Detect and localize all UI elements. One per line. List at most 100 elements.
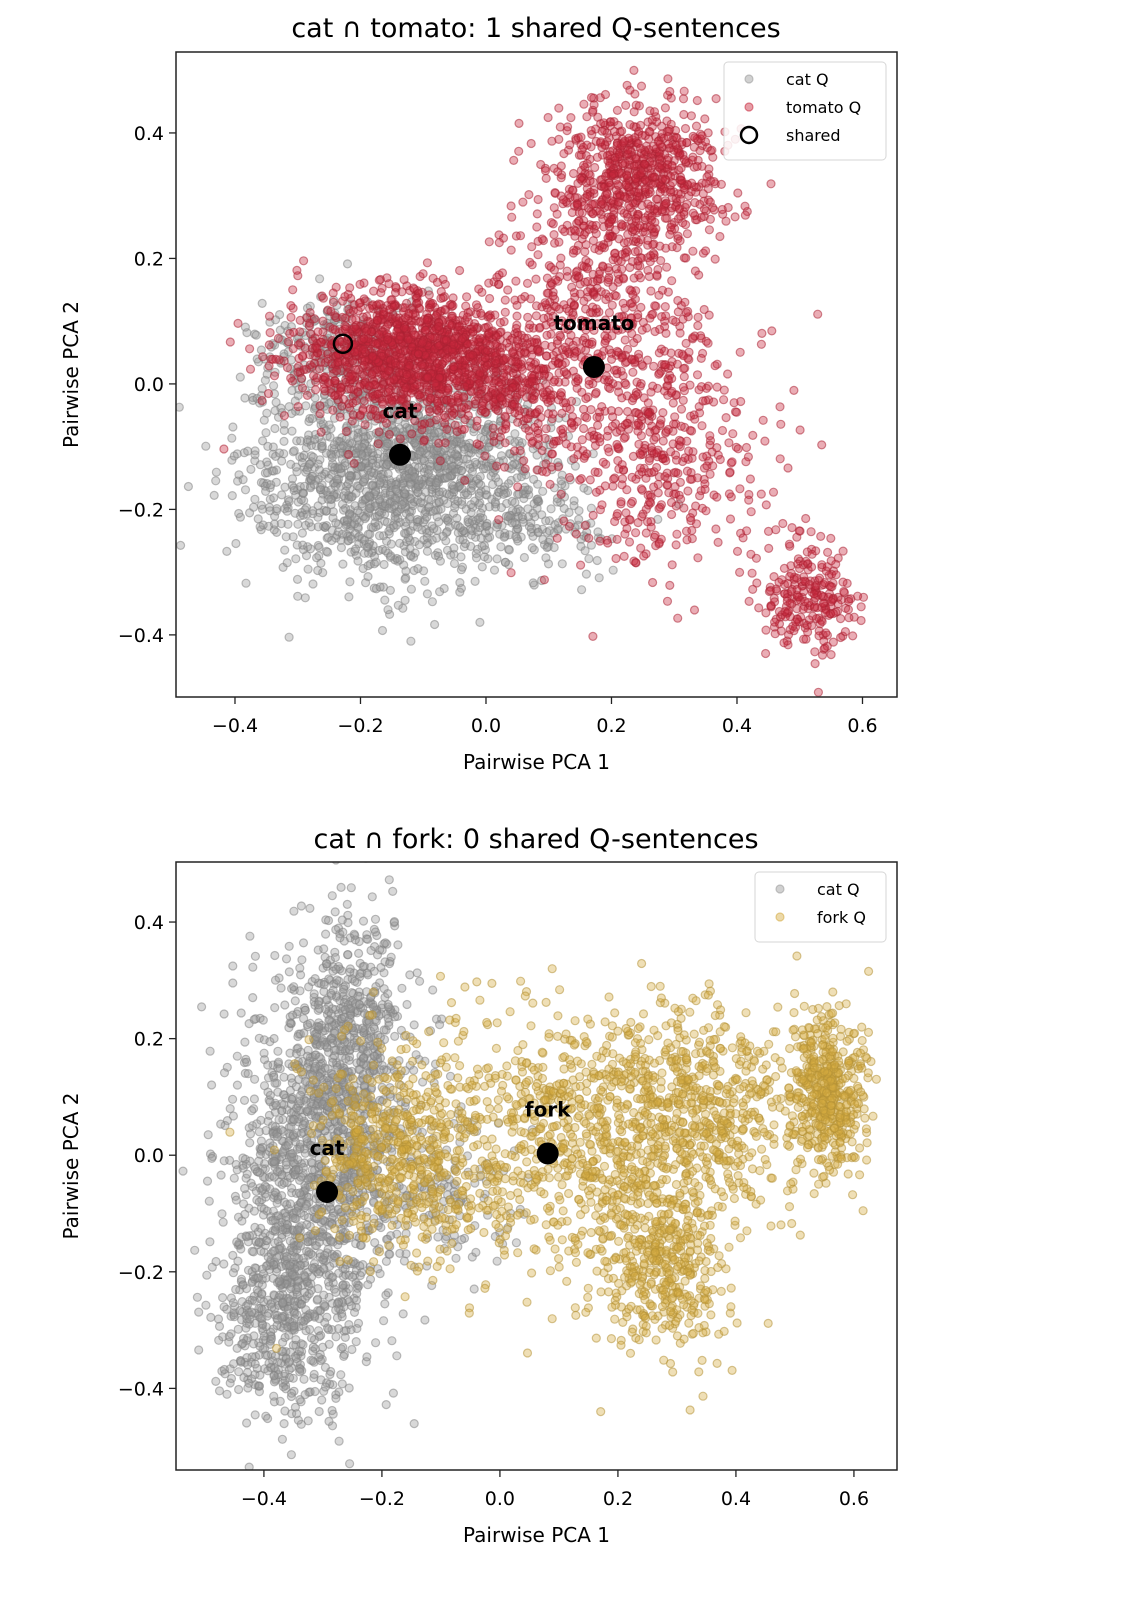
data-point: [296, 436, 306, 446]
data-point: [441, 536, 451, 546]
data-point: [680, 220, 691, 230]
data-point: [733, 188, 743, 198]
data-point: [506, 201, 516, 211]
data-point: [596, 137, 606, 147]
data-point: [586, 126, 596, 136]
data-point: [618, 274, 629, 284]
data-point: [477, 541, 487, 552]
data-point: [409, 330, 419, 340]
data-point: [340, 313, 350, 323]
data-point: [384, 429, 394, 439]
data-point: [292, 574, 303, 585]
data-point: [243, 446, 253, 456]
data-point: [390, 500, 400, 510]
data-point: [586, 92, 597, 103]
data-point: [249, 502, 259, 512]
data-point: [556, 173, 566, 183]
data-point: [692, 95, 702, 106]
data-point: [410, 438, 420, 448]
data-point: [655, 139, 665, 149]
data-point: [579, 296, 589, 306]
data-point: [663, 139, 674, 149]
data-point: [369, 286, 379, 296]
data-point: [684, 347, 694, 357]
data-point: [613, 179, 623, 190]
data-point: [515, 231, 526, 241]
data-point: [608, 169, 619, 179]
data-point: [452, 513, 462, 523]
data-point: [582, 184, 592, 194]
data-point: [609, 127, 620, 137]
data-point: [240, 322, 250, 332]
data-point: [682, 535, 692, 545]
data-point: [783, 463, 793, 473]
data-point: [813, 687, 824, 697]
data-point: [744, 495, 754, 505]
data-point: [424, 303, 434, 313]
data-point: [581, 569, 592, 579]
data-point: [344, 371, 355, 382]
data-point: [630, 557, 641, 568]
data-point: [443, 385, 453, 395]
data-point: [373, 414, 383, 424]
data-point: [569, 288, 579, 298]
data-point: [735, 484, 745, 494]
data-point: [693, 553, 703, 563]
data-point: [748, 430, 758, 440]
data-point: [609, 248, 620, 259]
data-point: [424, 465, 434, 475]
data-point: [317, 441, 327, 451]
data-point: [328, 405, 338, 415]
data-point: [307, 413, 317, 424]
data-point: [546, 504, 556, 514]
data-point: [525, 320, 535, 330]
data-point: [406, 584, 416, 594]
data-point: [569, 245, 579, 255]
data-point: [294, 353, 304, 363]
data-point: [282, 363, 293, 373]
data-point: [687, 525, 697, 536]
data-point: [562, 272, 573, 282]
data-point: [603, 538, 613, 548]
data-point: [414, 540, 424, 550]
data-point: [432, 277, 442, 287]
data-point: [578, 404, 589, 414]
data-point: [650, 530, 660, 540]
data-point: [581, 393, 591, 404]
data-point: [365, 317, 375, 327]
data-point: [284, 402, 294, 412]
data-point: [540, 298, 550, 308]
data-point: [255, 460, 265, 470]
data-point: [527, 260, 537, 270]
data-point: [635, 463, 646, 473]
data-point: [275, 325, 285, 335]
data-point: [422, 533, 432, 543]
data-point: [673, 613, 683, 623]
data-point: [360, 420, 370, 430]
data-point: [422, 315, 432, 325]
data-point: [500, 557, 510, 567]
data-point: [370, 517, 380, 528]
data-point: [375, 478, 385, 488]
data-point: [620, 191, 630, 202]
data-point: [607, 300, 617, 310]
data-point: [741, 457, 751, 467]
data-point: [350, 513, 360, 523]
data-point: [594, 269, 604, 279]
data-point: [621, 180, 631, 190]
data-point: [740, 210, 751, 220]
data-point: [694, 270, 704, 280]
data-point: [309, 479, 319, 490]
data-point: [417, 425, 427, 435]
data-point: [705, 469, 715, 479]
data-point: [301, 550, 312, 561]
data-point: [274, 355, 284, 365]
data-point: [623, 145, 633, 155]
data-point: [636, 81, 647, 91]
data-point: [733, 444, 743, 454]
data-point: [579, 221, 589, 231]
data-point: [299, 256, 309, 266]
data-point: [556, 489, 566, 499]
data-point: [302, 313, 312, 323]
data-point: [228, 422, 238, 432]
